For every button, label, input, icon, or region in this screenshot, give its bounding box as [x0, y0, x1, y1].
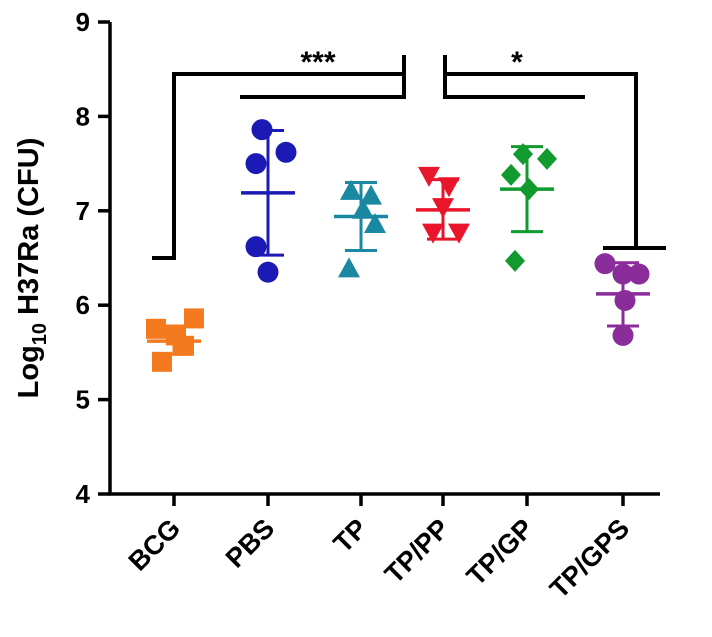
x-tick-label: TP/GPS: [544, 513, 635, 604]
bracket-line: [443, 74, 585, 99]
y-tick-label: 5: [76, 385, 90, 415]
y-tick-label: 6: [76, 290, 90, 320]
x-tick-label: PBS: [220, 513, 280, 573]
x-tick-label: TP/GP: [461, 513, 539, 591]
axes: [98, 20, 660, 506]
data-point: [422, 223, 444, 244]
data-point: [418, 166, 440, 187]
significance-label: ***: [300, 46, 335, 79]
x-tick-label: BCG: [123, 513, 187, 577]
significance-label: *: [511, 46, 523, 79]
bracket-line: [443, 55, 666, 250]
x-tick-label: TP/PP: [379, 513, 455, 589]
x-tick-label: TP: [328, 513, 374, 559]
data-point: [184, 308, 204, 329]
data-point: [628, 263, 650, 285]
y-tick-label: 8: [76, 101, 90, 131]
bracket-line: [152, 55, 406, 260]
data-point: [152, 351, 172, 372]
y-tick-label: 9: [76, 7, 90, 37]
data-point: [364, 212, 386, 233]
data-point: [245, 236, 267, 258]
y-tick-label: 7: [76, 196, 90, 226]
data-point: [501, 163, 521, 186]
data-point: [352, 198, 374, 219]
bracket-line: [240, 74, 406, 99]
data-point: [275, 141, 297, 163]
data-marks: [146, 119, 650, 372]
data-point: [612, 324, 634, 346]
y-tick-label: 4: [76, 479, 91, 509]
data-point: [537, 147, 557, 170]
significance-brackets: *** *: [152, 46, 666, 260]
data-point: [340, 179, 362, 200]
y-axis-title: Log10 H37Ra (CFU): [13, 138, 51, 399]
data-point: [448, 223, 470, 244]
data-point: [257, 261, 279, 283]
data-point: [594, 253, 616, 275]
data-point: [360, 184, 382, 205]
data-point: [338, 257, 360, 278]
data-point: [245, 153, 267, 175]
data-point: [505, 249, 525, 272]
data-point: [146, 318, 166, 339]
